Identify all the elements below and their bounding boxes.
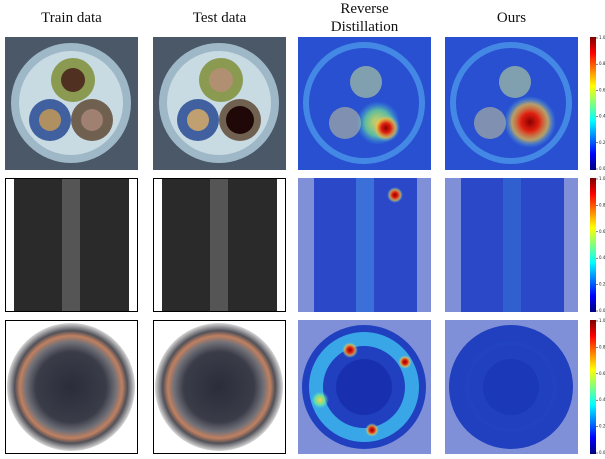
- colorbar-tick-label: 0.0: [599, 308, 605, 313]
- colorbar-tick-label: 0.6: [599, 87, 605, 92]
- image-grid: 0.0 0.2 0.4 0.6 0.8 1.0 0.0 0.2 0.4 0.6 0.8 1.0 0.0 0…: [0, 0, 605, 459]
- cable-image: [5, 37, 286, 170]
- colorbar-tick-label: 1.0: [599, 35, 605, 40]
- colorbars: 0.0 0.2 0.4 0.6 0.8 1.0 0.0 0.2 0.4 0.6 0.8 1.0 0.0 0…: [590, 35, 605, 455]
- colorbar: [590, 320, 596, 454]
- cable-heatmap: [298, 37, 578, 170]
- colorbar-tick-label: 0.6: [599, 229, 605, 234]
- bottle-heatmap: [298, 320, 578, 454]
- colorbar-tick-label: 0.8: [599, 344, 605, 349]
- colorbar-tick-label: 0.0: [599, 166, 605, 171]
- zipper-image: [6, 179, 286, 312]
- zipper-heatmap: [298, 178, 578, 312]
- figure: Train data Test data Reverse Distillatio…: [0, 0, 605, 459]
- bottle-image: [6, 321, 286, 454]
- colorbar-tick-label: 0.8: [599, 61, 605, 66]
- colorbar: [590, 178, 596, 312]
- colorbar-tick-label: 0.2: [599, 140, 605, 145]
- colorbar-tick-label: 0.4: [599, 114, 605, 119]
- colorbar-tick-label: 0.0: [599, 450, 605, 455]
- colorbar-tick-label: 0.2: [599, 282, 605, 287]
- colorbar-tick-label: 1.0: [599, 176, 605, 181]
- colorbar-tick-label: 0.4: [599, 255, 605, 260]
- colorbar-tick-label: 0.2: [599, 424, 605, 429]
- colorbar-tick-label: 0.6: [599, 371, 605, 376]
- colorbar-tick-label: 0.4: [599, 397, 605, 402]
- colorbar-tick-label: 1.0: [599, 318, 605, 323]
- colorbar-tick-label: 0.8: [599, 202, 605, 207]
- colorbar: [590, 37, 596, 170]
